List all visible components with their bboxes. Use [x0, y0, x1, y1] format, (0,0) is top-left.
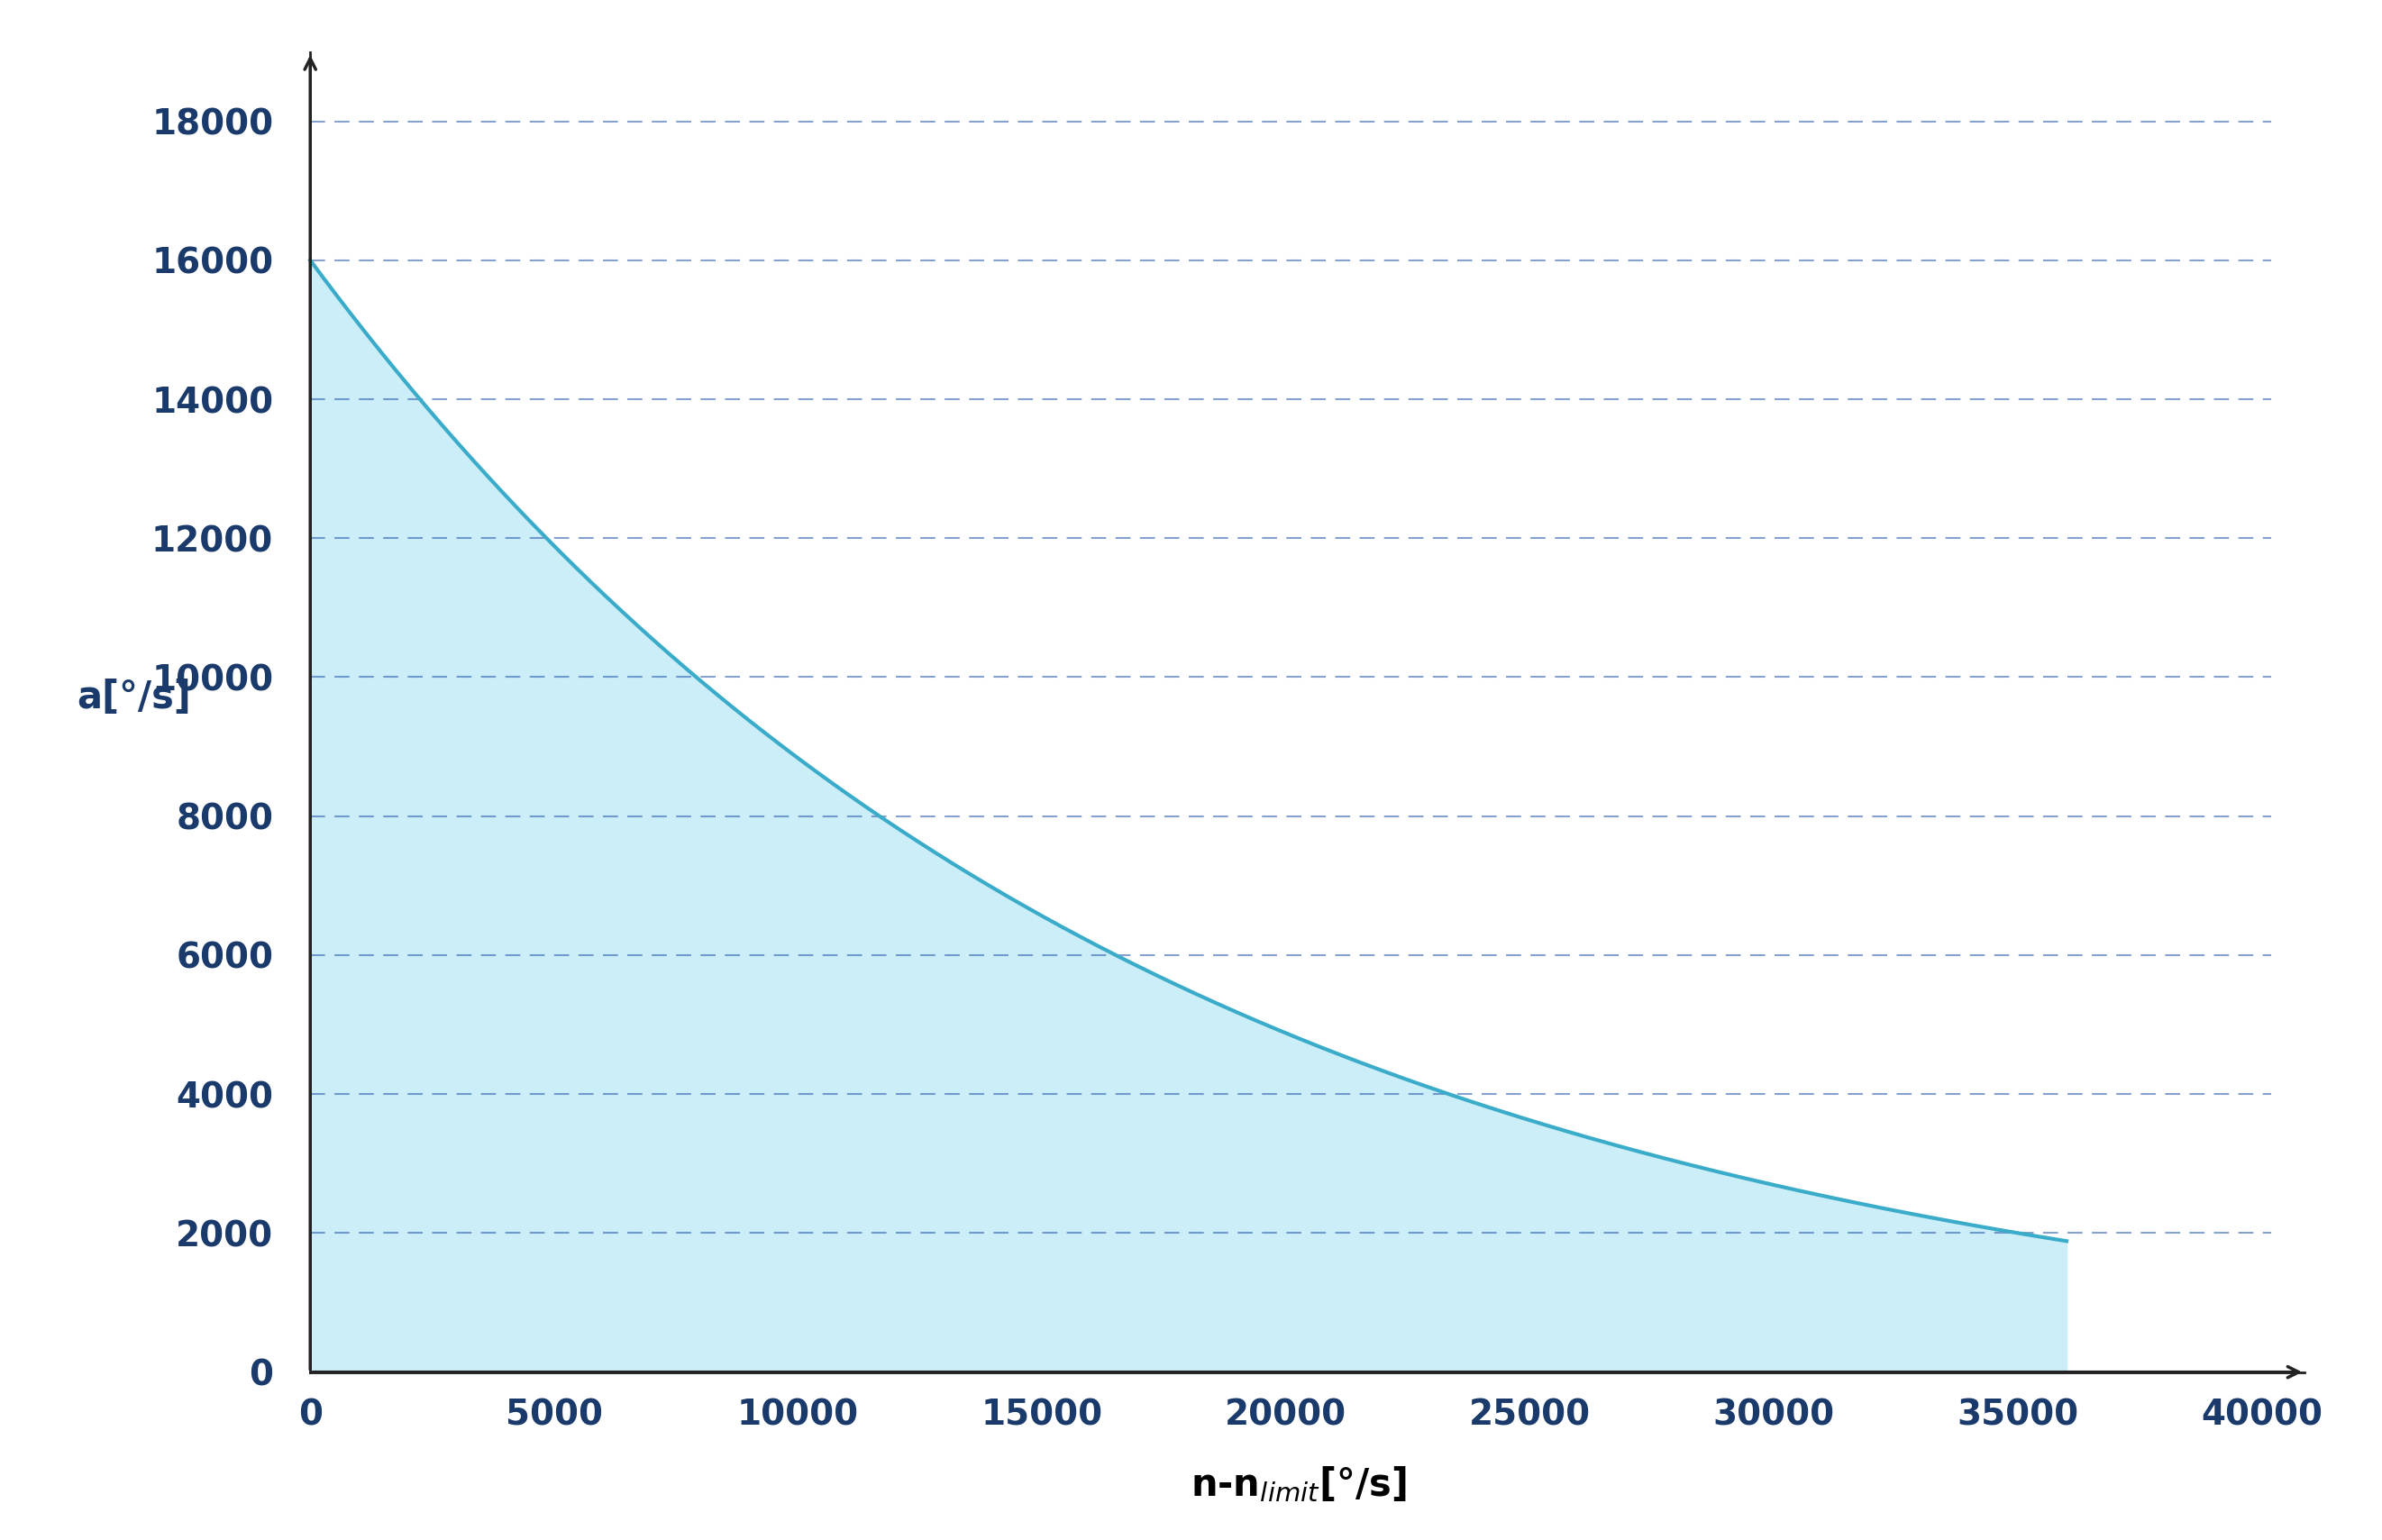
X-axis label: n-n$_{limit}$[°/s]: n-n$_{limit}$[°/s]: [1191, 1465, 1405, 1503]
Y-axis label: a[°/s]: a[°/s]: [76, 678, 191, 716]
